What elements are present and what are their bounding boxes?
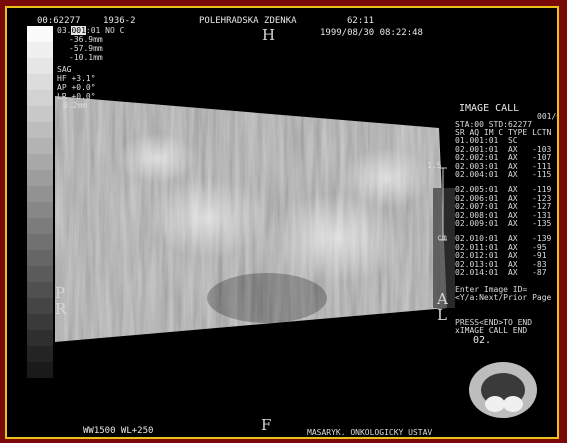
image-call-row: 01.001:01 SC [455, 136, 518, 145]
position-line-3: -57.9mm [69, 44, 103, 53]
image-call-row: 02.009:01 AX -135 [455, 219, 552, 229]
image-call-row: 02.007:01 AX -127 [455, 202, 552, 212]
plane-label: SAG [57, 65, 72, 74]
image-call-list: 01.001:01 SC 02.001:01 AX -103 02.002:01 A… [455, 136, 552, 278]
scale-upper-label: 1.5 [427, 161, 442, 170]
grayscale-bar [27, 26, 53, 378]
image-call-page: 001/0 [537, 112, 559, 121]
patient-name: POLEHRADSKA ZDENKA [199, 16, 297, 26]
image-call-row: 02.013:01 AX -83 [455, 259, 547, 269]
window-level: WW1500 WL+250 [83, 426, 154, 436]
press-end: PRESS<END>TO END [455, 318, 533, 327]
image-call-title: IMAGE CALL [459, 103, 520, 114]
series-line: 03.001:01 NO C [57, 26, 125, 35]
image-call-row: 02.011:01 AX -95 [455, 242, 547, 252]
slice-thickness: 0.2mm [63, 101, 88, 110]
image-frame: 00:62277 1936-2 POLEHRADSKA ZDENKA 62:11… [5, 6, 559, 439]
enter-prompt: Enter Image ID= [455, 285, 528, 294]
position-line-4: -10.1mm [69, 53, 103, 62]
orientation-left-2: R [55, 300, 67, 318]
image-call-row: 02.004:01 AX -115 [455, 170, 552, 180]
time-code: 62:11 [347, 16, 375, 26]
orientation-right: A [437, 290, 448, 308]
orientation-bottom: F [261, 416, 272, 434]
current-series: 02. [473, 335, 492, 346]
image-call-row: 02.008:01 AX -131 [455, 210, 552, 220]
image-call-header: SR AQ IM C TYPE LCTN [455, 128, 552, 137]
institution-name: MASARYK. ONKOLOGICKY USTAV [307, 428, 433, 437]
patient-id: 00:62277 [37, 16, 81, 26]
image-call-row: 02.001:01 AX -103 [455, 144, 552, 154]
lr-angle: LR +0.0° [57, 92, 96, 101]
orientation-top: H [262, 26, 276, 44]
mri-scan-image [7, 8, 557, 437]
image-call-row: 02.010:01 AX -139 [455, 233, 552, 243]
image-call-row: 02.005:01 AX -119 [455, 184, 552, 194]
orientation-right-2: L [437, 306, 447, 324]
image-call-row: 02.002:01 AX -107 [455, 153, 552, 163]
image-call-row: 02.006:01 AX -123 [455, 193, 552, 203]
image-call-row: 02.003:01 AX -111 [455, 161, 552, 171]
ap-angle: AP +0.0° [57, 83, 96, 92]
image-call-sta: STA:00 STD:62277 [455, 120, 533, 129]
hf-angle: HF +3.1° [57, 74, 96, 83]
date-time: 1999/08/30 08:22:48 [320, 28, 423, 38]
call-end: xIMAGE CALL END [455, 326, 528, 335]
page-prompt: <Y/a:Next/Prior Page [455, 293, 552, 302]
image-call-row: 02.012:01 AX -91 [455, 251, 547, 261]
image-call-row: 02.014:01 AX -87 [455, 268, 547, 278]
scale-lower-label: cm [437, 233, 447, 242]
position-line-2: -36.9mm [69, 35, 103, 44]
study-number: 1936-2 [103, 16, 136, 26]
orientation-left: P [55, 284, 66, 302]
